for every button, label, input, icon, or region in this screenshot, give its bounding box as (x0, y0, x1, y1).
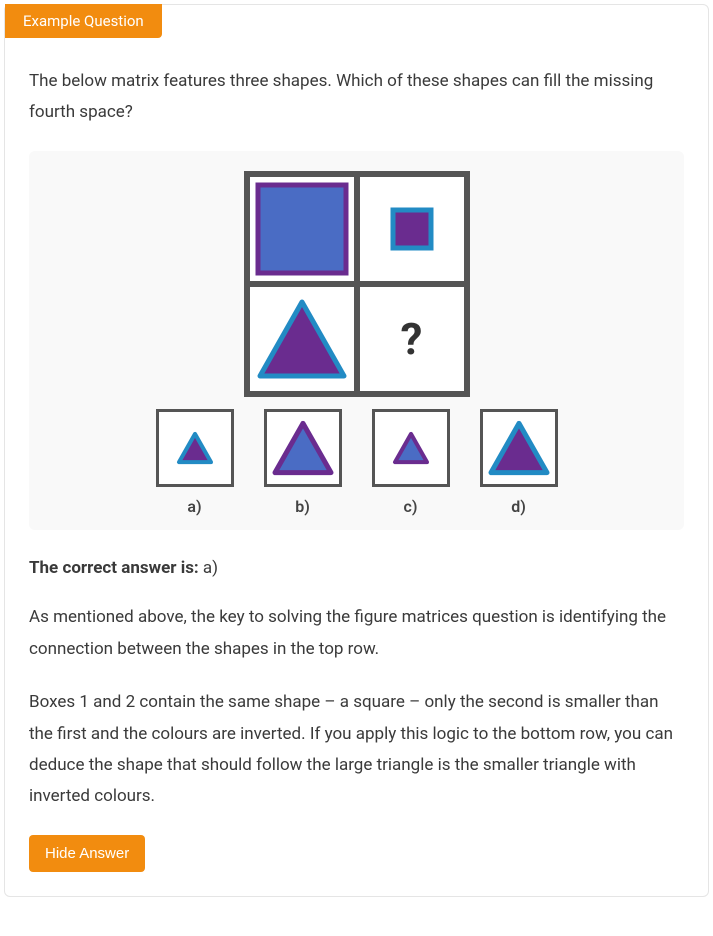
answer-line: The correct answer is: a) (29, 558, 684, 578)
explanation-1: As mentioned above, the key to solving t… (29, 602, 684, 665)
option-label-a: a) (156, 497, 234, 516)
question-mark-icon: ? (401, 313, 423, 365)
triangle-icon (483, 412, 555, 484)
option-a[interactable]: a) (156, 409, 234, 516)
option-label-d: d) (480, 497, 558, 516)
figure-panel: ? a) b) c) d) (29, 151, 684, 530)
example-badge: Example Question (5, 4, 162, 38)
matrix-grid: ? (244, 171, 470, 397)
option-b[interactable]: b) (264, 409, 342, 516)
example-question-card: Example Question The below matrix featur… (4, 4, 709, 897)
answer-label: The correct answer is: (29, 558, 199, 578)
options-row: a) b) c) d) (29, 409, 684, 516)
matrix-cell-2 (357, 174, 467, 284)
matrix-cell-3 (247, 284, 357, 394)
triangle-icon (159, 412, 231, 484)
matrix-cell-1 (247, 174, 357, 284)
matrix-cell-4: ? (357, 284, 467, 394)
triangle-icon (267, 412, 339, 484)
option-d[interactable]: d) (480, 409, 558, 516)
option-label-c: c) (372, 497, 450, 516)
option-c[interactable]: c) (372, 409, 450, 516)
triangle-icon (250, 287, 354, 391)
option-label-b: b) (264, 497, 342, 516)
question-text: The below matrix features three shapes. … (29, 66, 684, 127)
square-icon (250, 177, 354, 281)
answer-value: a) (199, 558, 218, 578)
explanation-2: Boxes 1 and 2 contain the same shape – a… (29, 687, 684, 813)
triangle-icon (375, 412, 447, 484)
hide-answer-button[interactable]: Hide Answer (29, 835, 145, 872)
square-icon (360, 177, 464, 281)
